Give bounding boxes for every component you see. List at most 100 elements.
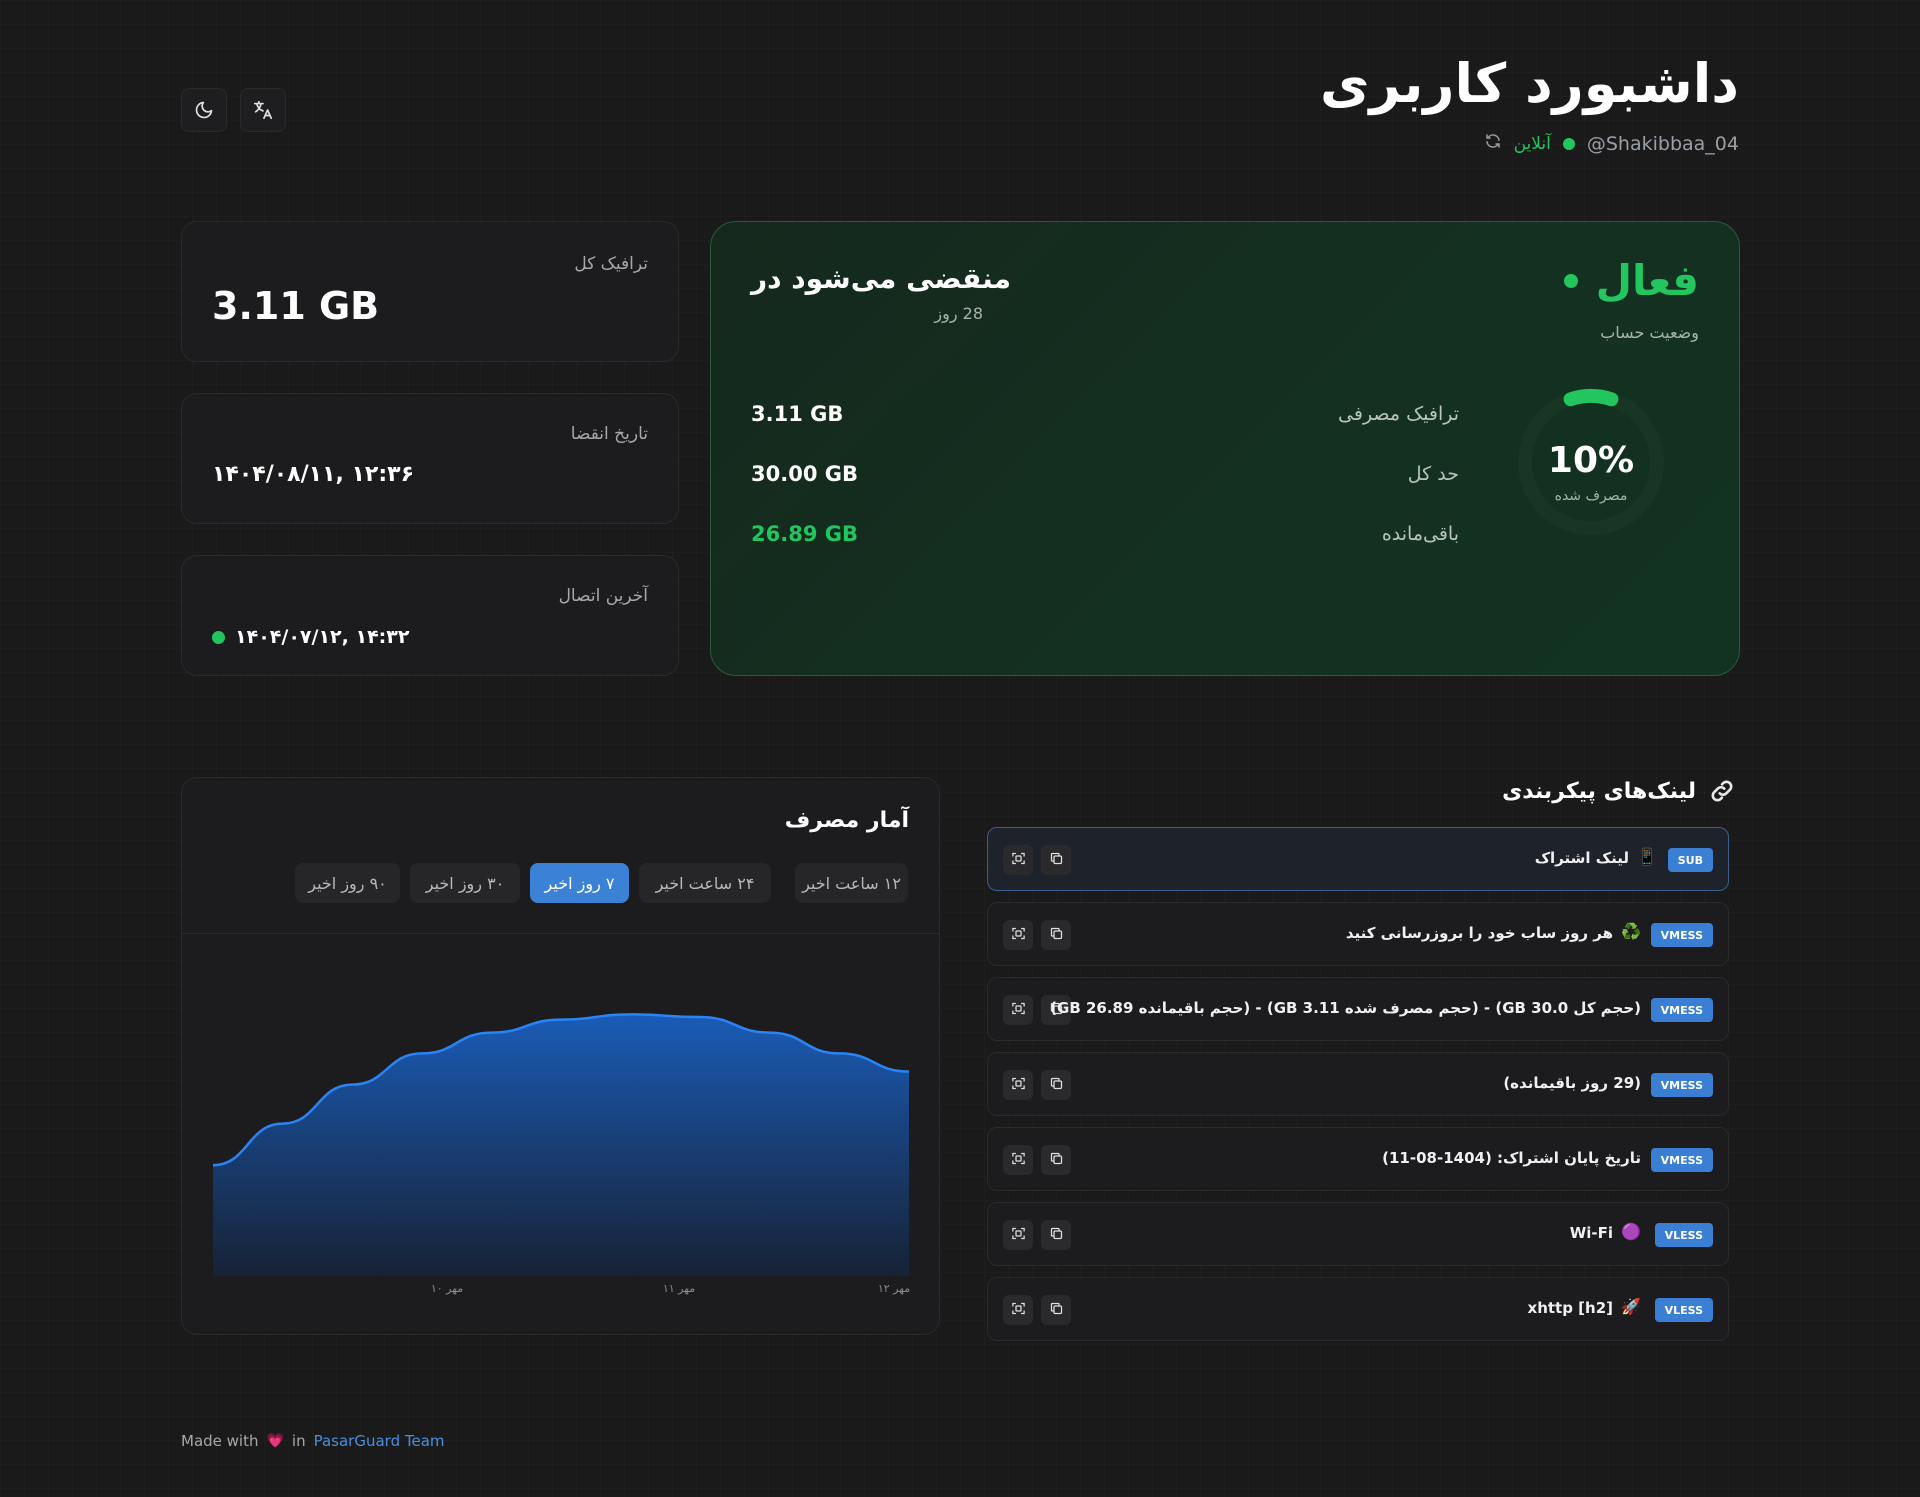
remaining-label: باقی‌مانده (1381, 523, 1459, 545)
config-link-row[interactable]: SUB 📱 لینک اشتراک (987, 827, 1729, 891)
copy-link-button[interactable] (1041, 1295, 1071, 1325)
usage-donut (1518, 389, 1664, 535)
qr-code-button[interactable] (1003, 845, 1033, 875)
config-link-row[interactable]: VMESS (29 روز باقیمانده) (987, 1052, 1729, 1116)
remaining-value: 26.89 GB (751, 522, 858, 546)
config-link-row[interactable]: VLESS 🟣 Wi-Fi (987, 1202, 1729, 1266)
total-traffic-value: 3.11 GB (212, 284, 380, 328)
copy-icon (1049, 1001, 1064, 1020)
copy-icon (1049, 1151, 1064, 1170)
moon-icon (195, 101, 213, 119)
total-traffic-card: ترافیک کل 3.11 GB (181, 221, 679, 362)
refresh-icon (1485, 134, 1500, 148)
qr-code-button[interactable] (1003, 1070, 1033, 1100)
copy-icon (1049, 1076, 1064, 1095)
protocol-badge: VMESS (1650, 1148, 1713, 1172)
usage-stats-title: آمار مصرف (784, 808, 909, 833)
theme-toggle-button[interactable] (181, 88, 227, 132)
config-link-row[interactable]: VMESS تاریخ پایان اشتراک: (1404-08-11) (987, 1127, 1729, 1191)
usage-area-chart: ۱۰ مهر ۱۱ مهر ۱۲ مهر (212, 1013, 910, 1295)
chart-divider (182, 933, 939, 934)
qr-code-icon (1011, 1151, 1026, 1170)
config-link-row[interactable]: VLESS 🚀 xhttp [h2] (987, 1277, 1729, 1341)
total-traffic-label: ترافیک کل (574, 254, 648, 274)
online-label: آنلاین (1513, 133, 1551, 154)
links-title: لینک‌های پیکربندی (1502, 778, 1696, 804)
last-connection-value: ۱۴۰۴/۰۷/۱۲, ۱۴:۳۲ (235, 626, 410, 648)
link-emoji-icon: 📱 (1637, 847, 1657, 866)
qr-code-button[interactable] (1003, 1295, 1033, 1325)
copy-link-button[interactable] (1041, 995, 1071, 1025)
link-title: هر روز ساب خود را بروزرسانی کنید (1345, 924, 1613, 942)
expires-days: 28 روز (934, 304, 983, 323)
range-tab-12h[interactable]: ۱۲ ساعت اخیر (795, 863, 908, 903)
link-icon (1711, 780, 1733, 802)
expiry-date-value: ۱۴۰۴/۰۸/۱۱, ۱۲:۳۶ (212, 462, 415, 487)
copy-icon (1049, 851, 1064, 870)
last-connection-card: آخرین اتصال ۱۴۰۴/۰۷/۱۲, ۱۴:۳۲ (181, 555, 679, 676)
username: @Shakibbaa_04 (1586, 132, 1739, 155)
range-tab-24h[interactable]: ۲۴ ساعت اخیر (639, 863, 771, 903)
link-title: تاریخ پایان اشتراک: (1404-08-11) (1382, 1149, 1641, 1167)
heart-icon: 💗 (266, 1433, 284, 1449)
expires-title: منقضی می‌شود در (751, 262, 1011, 295)
protocol-badge: VLESS (1654, 1223, 1713, 1247)
qr-code-icon (1011, 1301, 1026, 1320)
used-traffic-value: 3.11 GB (751, 402, 844, 426)
footer-team-link[interactable]: PasarGuard Team (313, 1432, 445, 1450)
copy-icon (1049, 1226, 1064, 1245)
usage-stats-card: آمار مصرف ۱۲ ساعت اخیر ۲۴ ساعت اخیر ۷ رو… (181, 777, 940, 1335)
link-emoji-icon: 🟣 (1621, 1222, 1641, 1241)
link-emoji-icon: 🚀 (1621, 1297, 1641, 1316)
copy-link-button[interactable] (1041, 1070, 1071, 1100)
copy-link-button[interactable] (1041, 1145, 1071, 1175)
range-tab-30d[interactable]: ۳۰ روز اخیر (410, 863, 520, 903)
copy-link-button[interactable] (1041, 920, 1071, 950)
protocol-badge: VLESS (1654, 1298, 1713, 1322)
config-link-row[interactable]: VMESS (حجم کل GB 30.0) - (حجم مصرف شده GB… (987, 977, 1729, 1041)
protocol-badge: SUB (1667, 848, 1713, 872)
protocol-badge: VMESS (1650, 923, 1713, 947)
total-limit-value: 30.00 GB (751, 462, 858, 486)
copy-icon (1049, 1301, 1064, 1320)
qr-code-button[interactable] (1003, 920, 1033, 950)
protocol-badge: VMESS (1650, 1073, 1713, 1097)
connection-dot (212, 630, 225, 644)
footer: Made with 💗 in PasarGuard Team (181, 1432, 445, 1450)
range-tab-90d[interactable]: ۹۰ روز اخیر (295, 863, 400, 903)
language-button[interactable] (240, 88, 286, 132)
usage-percent-label: مصرف شده (1554, 488, 1628, 504)
online-indicator (1562, 137, 1575, 150)
copy-link-button[interactable] (1041, 845, 1071, 875)
link-emoji-icon: ♻️ (1621, 922, 1641, 941)
link-title: (29 روز باقیمانده) (1503, 1074, 1641, 1092)
qr-code-icon (1011, 1226, 1026, 1245)
footer-in: in (291, 1432, 306, 1450)
qr-code-button[interactable] (1003, 1220, 1033, 1250)
qr-code-button[interactable] (1003, 1145, 1033, 1175)
copy-link-button[interactable] (1041, 1220, 1071, 1250)
expiry-date-label: تاریخ انقضا (570, 424, 648, 444)
status-label: وضعیت حساب (1600, 323, 1699, 342)
range-tab-7d[interactable]: ۷ روز اخیر (530, 863, 629, 903)
x-tick-label: ۱۲ مهر (878, 1282, 910, 1295)
used-traffic-label: ترافیک مصرفی (1338, 403, 1459, 425)
config-link-row[interactable]: VMESS ♻️ هر روز ساب خود را بروزرسانی کنید (987, 902, 1729, 966)
area-line (212, 1013, 910, 1167)
user-status-row: آنلاین @Shakibbaa_04 (1484, 132, 1739, 155)
page-title: داشبورد کاربری (1320, 52, 1739, 115)
links-header: لینک‌های پیکربندی (1502, 777, 1736, 805)
qr-code-icon (1011, 1076, 1026, 1095)
status-state: فعال (1595, 256, 1699, 305)
refresh-button[interactable] (1484, 132, 1502, 155)
footer-made-with: Made with (181, 1432, 259, 1450)
qr-code-icon (1011, 851, 1026, 870)
x-tick-label: ۱۱ مهر (663, 1282, 695, 1295)
account-status-card: فعال وضعیت حساب منقضی می‌شود در 28 روز 1… (710, 221, 1740, 676)
qr-code-button[interactable] (1003, 995, 1033, 1025)
last-connection-label: آخرین اتصال (558, 586, 648, 606)
qr-code-icon (1011, 1001, 1026, 1020)
link-title: لینک اشتراک (1534, 849, 1629, 867)
area-fill (213, 1014, 909, 1276)
protocol-badge: VMESS (1650, 998, 1713, 1022)
